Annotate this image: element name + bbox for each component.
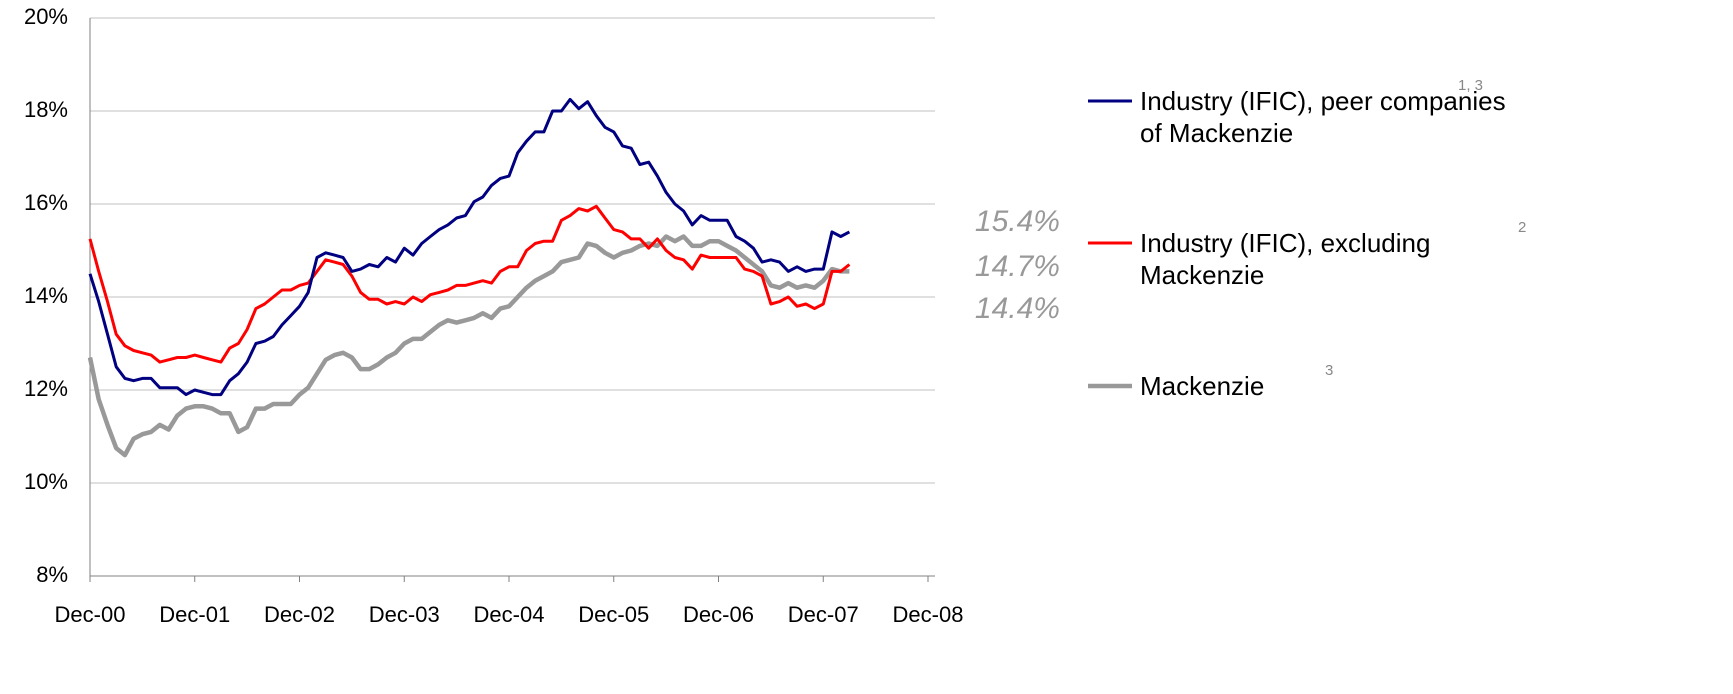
y-tick-label: 18%: [24, 97, 68, 122]
x-tick-label: Dec-04: [474, 602, 545, 627]
x-tick-label: Dec-07: [788, 602, 859, 627]
y-tick-label: 20%: [24, 4, 68, 29]
legend-label: Industry (IFIC), excluding Mackenzie: [1140, 228, 1431, 290]
y-tick-label: 16%: [24, 190, 68, 215]
legend-label: Mackenzie: [1140, 371, 1265, 401]
annotation: 14.4%: [975, 292, 1060, 325]
y-tick-label: 8%: [36, 562, 68, 587]
legend-note: 1, 3: [1458, 77, 1484, 94]
series-line: [88, 204, 851, 364]
annotation: 14.7%: [975, 250, 1060, 283]
series-line: [87, 234, 850, 458]
x-tick-label: Dec-00: [55, 602, 126, 627]
x-tick-label: Dec-08: [893, 602, 964, 627]
x-tick-label: Dec-05: [578, 602, 649, 627]
x-tick-label: Dec-03: [369, 602, 440, 627]
legend-note: 3: [1325, 362, 1334, 379]
annotation: 15.4%: [975, 205, 1060, 238]
series-line: [88, 97, 851, 397]
x-tick-label: Dec-06: [683, 602, 754, 627]
x-tick-label: Dec-01: [159, 602, 230, 627]
y-tick-label: 12%: [24, 376, 68, 401]
x-tick-label: Dec-02: [264, 602, 335, 627]
legend-note: 2: [1518, 219, 1527, 236]
legend-label: Industry (IFIC), peer companies of Macke…: [1140, 86, 1506, 148]
y-tick-label: 10%: [24, 469, 68, 494]
y-tick-label: 14%: [24, 283, 68, 308]
